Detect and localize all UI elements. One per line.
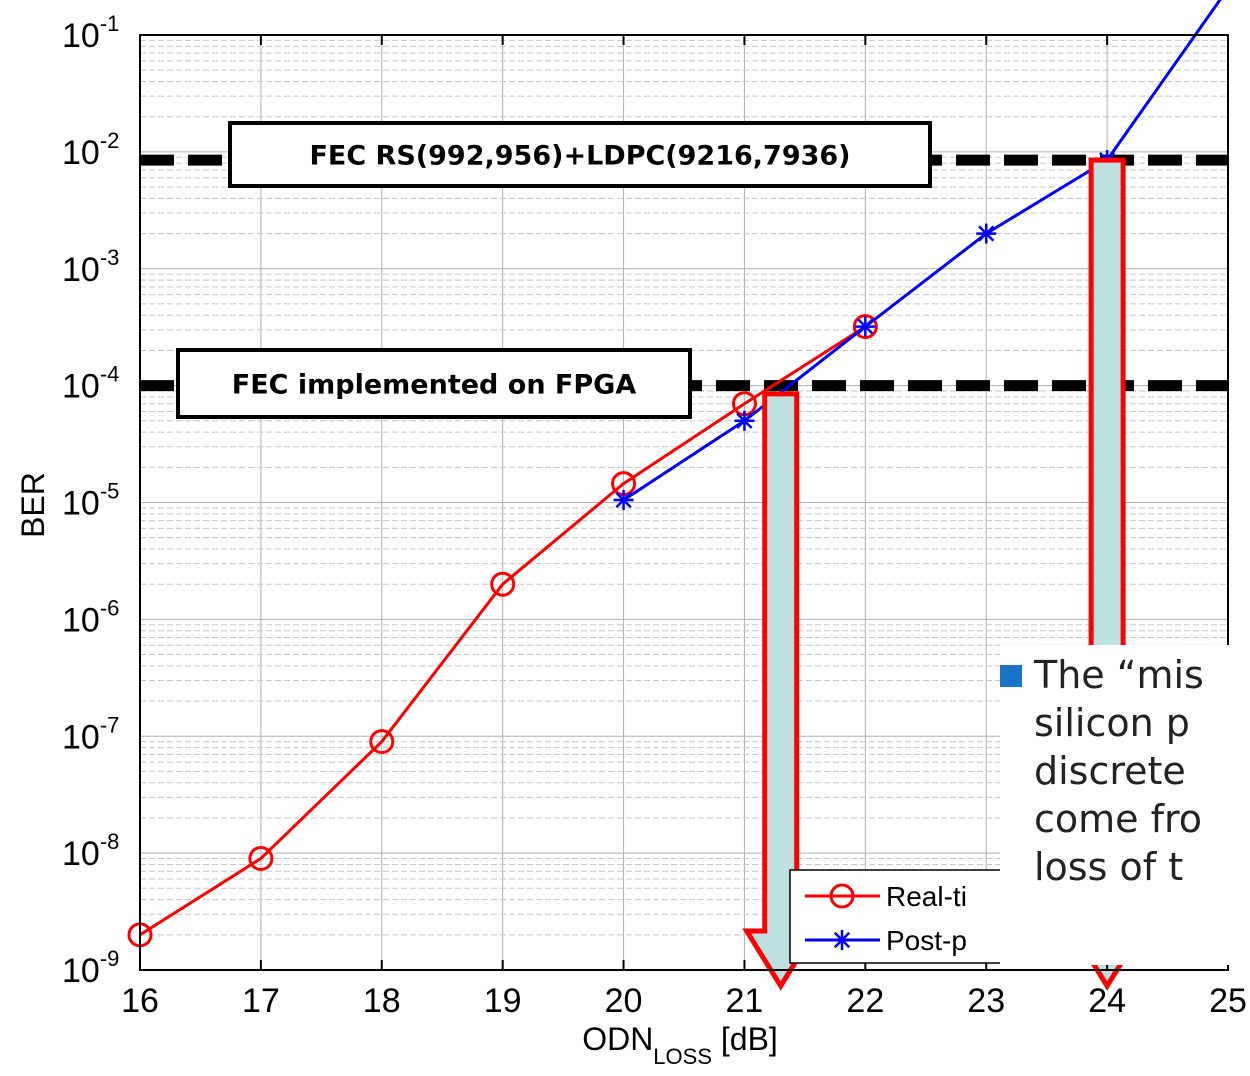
y-tick-label: 10-6 — [62, 595, 119, 639]
y-tick-label: 10-5 — [62, 479, 119, 523]
slide-text-overlay: The “mis silicon p discrete come fro los… — [1000, 645, 1250, 965]
data-point — [976, 223, 997, 244]
x-tick-label: 23 — [967, 982, 1005, 1020]
y-tick-label: 10-8 — [62, 829, 119, 873]
legend-marker — [832, 930, 852, 950]
threshold-box — [176, 348, 692, 419]
x-tick-label: 17 — [242, 982, 280, 1020]
y-tick-label: 10-4 — [62, 362, 119, 406]
data-point — [852, 314, 878, 340]
x-tick-label: 21 — [726, 982, 764, 1020]
x-tick-label: 18 — [363, 982, 401, 1020]
y-tick-label: 10-3 — [62, 245, 119, 289]
data-point — [490, 571, 516, 597]
labels: 16 17 18 19 20 21 22 23 24 25 10-1 10-2 10-3 10-4 10-5… — [15, 11, 1247, 1069]
legend-label: Real-ti — [886, 881, 967, 912]
bullet-square-icon — [1000, 665, 1022, 687]
plot-border — [139, 34, 1229, 971]
overlay-text: The “mis silicon p discrete come fro los… — [1034, 653, 1204, 889]
x-tick-label: 19 — [484, 982, 522, 1020]
data-series — [127, 0, 1222, 948]
series-line — [139, 325, 867, 937]
x-tick-label: 24 — [1088, 982, 1126, 1020]
x-tick-label: 20 — [605, 982, 643, 1020]
y-axis-title: BER — [15, 472, 51, 538]
y-tick-label: 10-9 — [62, 946, 119, 990]
x-axis-title: ODNLOSS [dB] — [582, 1021, 778, 1069]
series-post-processing — [613, 0, 1222, 511]
y-tick-label: 10-2 — [62, 128, 119, 172]
threshold-label: FEC RS(992,956)+LDPC(9216,7936) — [309, 141, 850, 172]
x-tick-label: 25 — [1209, 982, 1247, 1020]
series-line — [622, 0, 1222, 502]
x-tick-label: 16 — [121, 982, 159, 1020]
x-tick-label: 22 — [846, 982, 884, 1020]
threshold-label: FEC implemented on FPGA — [232, 370, 637, 401]
legend-marker — [829, 883, 855, 909]
data-point — [855, 316, 876, 337]
legend-label: Post-p — [886, 925, 967, 956]
data-point — [734, 410, 755, 431]
y-tick-label: 10-1 — [62, 11, 119, 55]
series-real-time — [127, 314, 878, 948]
data-point — [248, 845, 274, 871]
data-point — [369, 729, 395, 755]
threshold-box — [228, 121, 932, 188]
y-tick-label: 10-7 — [62, 712, 119, 756]
data-point — [613, 490, 634, 511]
